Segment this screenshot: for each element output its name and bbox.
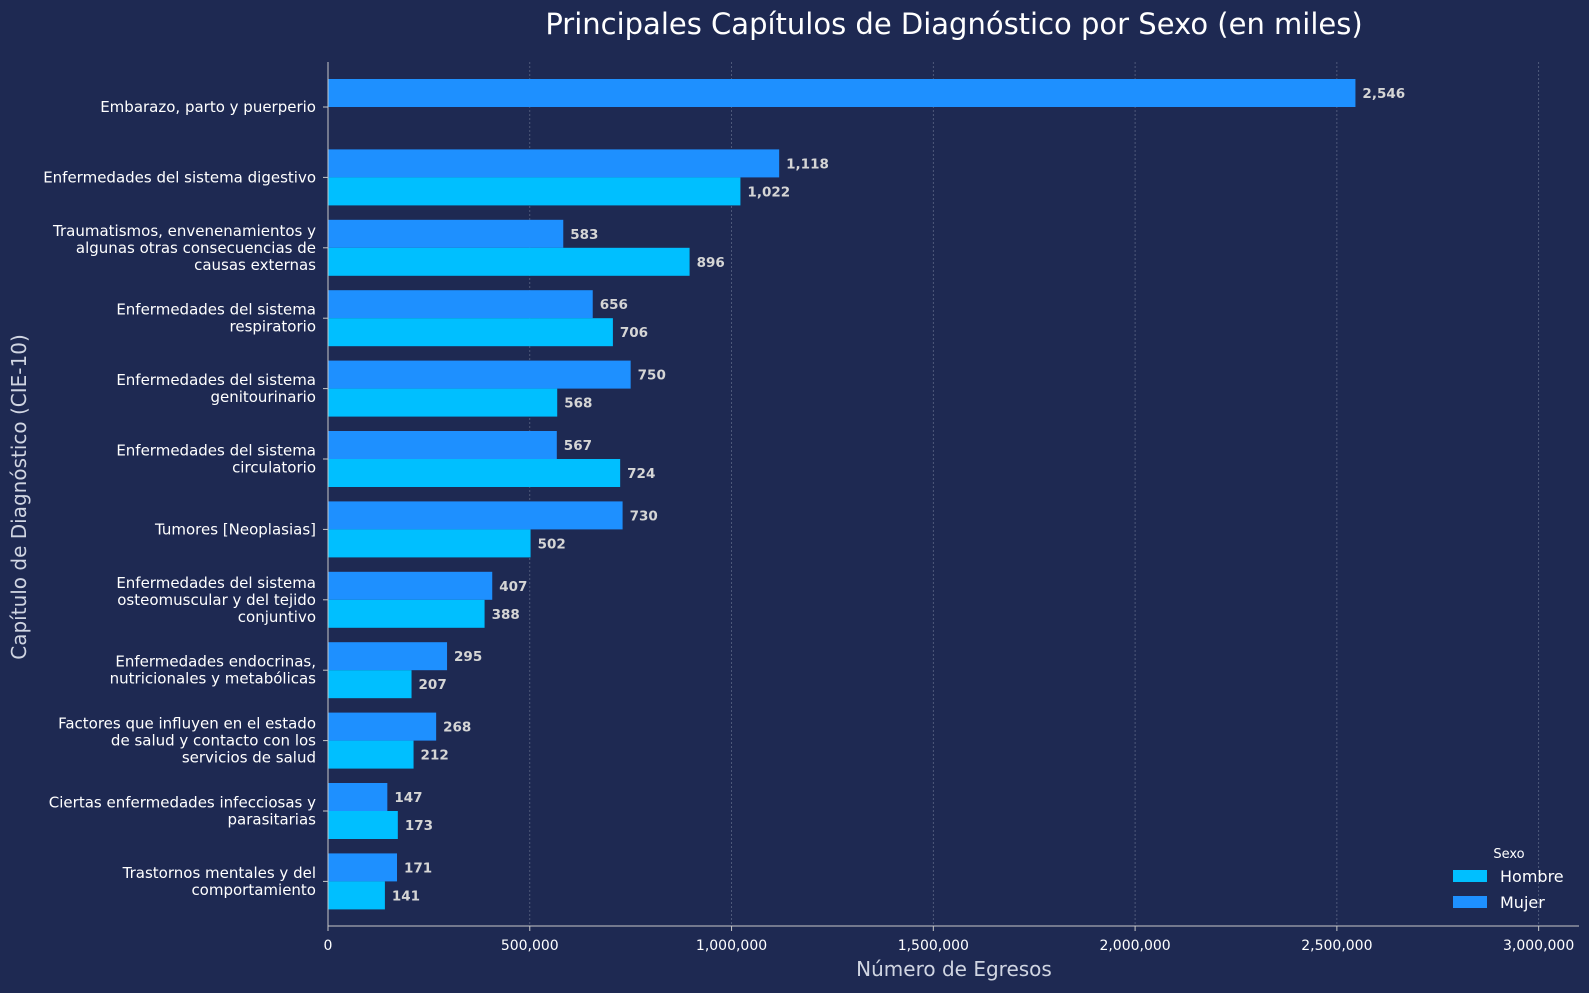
data-label-mujer: 567	[564, 438, 592, 454]
legend-swatch-hombre	[1453, 870, 1487, 882]
y-axis-label: Capítulo de Diagnóstico (CIE-10)	[7, 334, 31, 660]
axes: 0 500,000 1,000,000 1,500,000 2,000,000 2,500…	[43, 62, 1579, 954]
bar-hombre	[328, 177, 741, 206]
legend-title: Sexo	[1493, 847, 1524, 862]
data-label-hombre: 502	[538, 536, 566, 552]
data-label-hombre: 212	[421, 748, 449, 764]
bar-hombre	[328, 670, 412, 699]
legend-label-mujer: Mujer	[1500, 893, 1545, 912]
legend-label-hombre: Hombre	[1500, 867, 1564, 886]
x-tick-label: 3,000,000	[1503, 938, 1574, 954]
category-label: Ciertas enfermedades infecciosas y parasi…	[49, 794, 316, 829]
x-tick-label: 1,500,000	[898, 938, 969, 954]
bar-mujer	[328, 571, 493, 600]
data-label-hombre: 896	[697, 255, 725, 271]
category-label: Traumatismos, envenenamientos y algunas o…	[52, 222, 316, 274]
category-label: Enfermedades del sistema digestivo	[43, 168, 316, 186]
bar-hombre	[328, 529, 531, 558]
chart-title: Principales Capítulos de Diagnóstico por…	[545, 7, 1362, 41]
bar-mujer	[328, 149, 780, 178]
bar-hombre	[328, 881, 385, 910]
bar-mujer	[328, 853, 398, 882]
bar-mujer	[328, 290, 593, 319]
data-label-hombre: 568	[564, 396, 592, 412]
bar-hombre	[328, 811, 398, 839]
data-label-mujer: 295	[454, 649, 482, 665]
data-label-hombre: 173	[405, 818, 433, 834]
category-label: Trastornos mentales y del comportamiento	[122, 864, 316, 899]
bar-mujer	[328, 783, 388, 811]
legend-swatch-mujer	[1453, 896, 1487, 908]
category-label: Enfermedades del sistema respiratorio	[116, 301, 316, 336]
data-label-mujer: 147	[394, 790, 422, 806]
bar-mujer	[328, 79, 1356, 107]
legend: Sexo Hombre Mujer	[1453, 847, 1564, 912]
data-label-mujer: 583	[570, 227, 598, 243]
bar-hombre	[328, 318, 613, 347]
data-label-mujer: 2,546	[1362, 86, 1405, 102]
category-label: Embarazo, parto y puerperio	[100, 98, 316, 116]
x-tick-label: 2,000,000	[1099, 938, 1170, 954]
category-label: Factores que influyen en el estado de sal…	[58, 715, 316, 767]
category-label: Enfermedades endocrinas, nutricionales y …	[110, 653, 317, 688]
bar-mujer	[328, 360, 631, 389]
data-label-mujer: 268	[443, 720, 471, 736]
x-axis-label: Número de Egresos	[856, 957, 1052, 981]
bar-hombre	[328, 388, 558, 417]
data-label-hombre: 724	[627, 466, 655, 482]
bar-hombre	[328, 247, 690, 276]
category-label: Enfermedades del sistema circulatorio	[116, 442, 316, 477]
bar-mujer	[328, 501, 623, 530]
data-label-hombre: 141	[392, 888, 420, 904]
x-tick-label: 0	[324, 938, 333, 954]
data-label-hombre: 1,022	[747, 184, 790, 200]
category-label: Enfermedades del sistema genitourinario	[116, 371, 316, 406]
x-tick-label: 500,000	[501, 938, 559, 954]
data-label-hombre: 706	[620, 325, 648, 341]
category-label: Enfermedades del sistema osteomuscular y …	[116, 574, 316, 626]
data-label-hombre: 388	[492, 607, 520, 623]
bar-mujer	[328, 431, 557, 459]
grid	[529, 62, 1540, 926]
bars: 2,546 1,118 1,022 583 896 656 706 750 568 567 724 7…	[328, 79, 1405, 910]
x-tick-label: 2,500,000	[1301, 938, 1372, 954]
category-label: Tumores [Neoplasias]	[154, 520, 316, 538]
x-tick-label: 1,000,000	[696, 938, 767, 954]
data-label-mujer: 1,118	[786, 156, 829, 172]
data-label-mujer: 171	[404, 860, 432, 876]
bar-mujer	[328, 219, 564, 248]
data-label-mujer: 656	[600, 297, 628, 313]
bar-mujer	[328, 712, 437, 741]
bar-hombre	[328, 459, 621, 487]
data-label-mujer: 730	[630, 508, 658, 524]
bar-hombre	[328, 599, 485, 628]
bar-hombre	[328, 740, 414, 769]
bar-mujer	[328, 642, 448, 671]
data-label-hombre: 207	[419, 677, 447, 693]
data-label-mujer: 407	[499, 579, 527, 595]
data-label-mujer: 750	[638, 368, 666, 384]
